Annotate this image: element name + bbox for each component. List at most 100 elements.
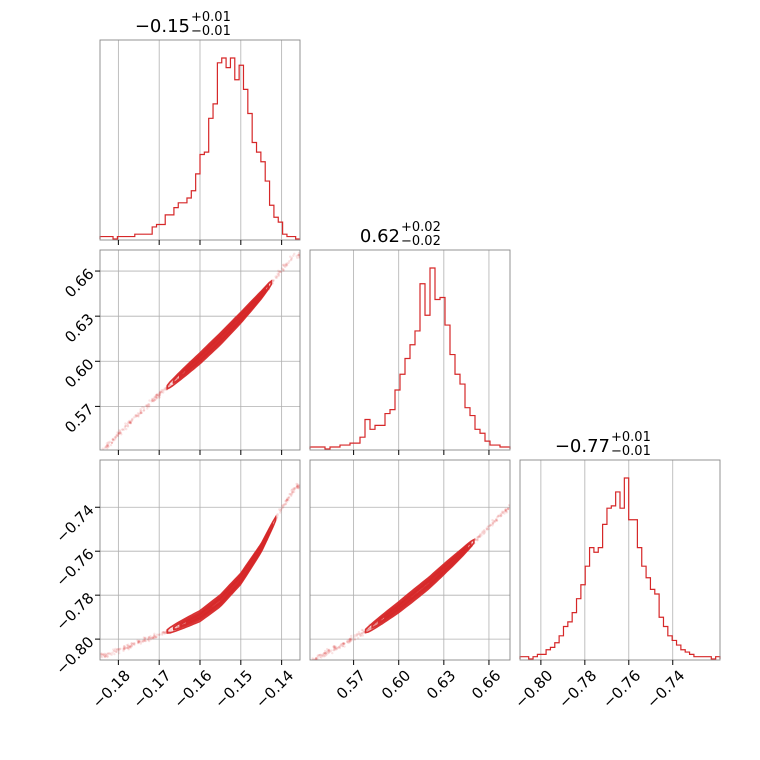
sample-point (290, 258, 293, 262)
sample-point (297, 485, 300, 489)
sample-point (296, 486, 300, 490)
sample-point (327, 651, 331, 654)
sample-point (162, 631, 165, 634)
y-tick-label: −0.80 (52, 633, 97, 678)
sample-point (149, 638, 152, 641)
sample-point (505, 511, 509, 514)
sample-point (353, 637, 356, 641)
sample-point (102, 653, 105, 656)
sample-point (141, 640, 145, 643)
sample-point (132, 642, 135, 645)
sample-point (100, 451, 102, 453)
sample-point (122, 646, 126, 649)
sample-point (102, 452, 104, 454)
sample-point (327, 648, 331, 652)
sample-point (144, 639, 147, 643)
sample-point (503, 512, 506, 515)
sample-point (278, 508, 281, 511)
sample-point (145, 404, 149, 407)
sample-point (158, 394, 162, 397)
sample-point (317, 653, 320, 657)
sample-point (137, 639, 140, 643)
pair-0-1 (100, 251, 300, 454)
sample-point (139, 408, 142, 411)
sample-point (116, 434, 119, 437)
sample-point (334, 648, 337, 651)
sample-point (489, 523, 492, 527)
sample-point (479, 533, 482, 536)
sample-point (477, 535, 481, 538)
sample-point (151, 637, 155, 640)
sample-point (130, 644, 133, 647)
sample-point (495, 518, 498, 522)
sample-point (122, 647, 125, 650)
sample-point (323, 649, 327, 653)
sample-point (476, 537, 479, 540)
sample-point (102, 654, 106, 657)
sample-point (101, 653, 104, 657)
sample-point (320, 656, 323, 659)
sample-point (497, 514, 500, 517)
sample-point (124, 646, 127, 649)
sample-point (117, 432, 120, 436)
sample-point (355, 634, 358, 638)
sample-point (122, 647, 126, 650)
sample-point (129, 421, 132, 425)
sample-point (323, 654, 327, 658)
sample-point (325, 647, 329, 651)
sample-point (281, 505, 285, 509)
sample-point (134, 414, 138, 417)
sample-point (148, 399, 151, 402)
sample-point (112, 437, 115, 441)
sample-point (129, 419, 133, 423)
sample-point (333, 645, 336, 648)
pair-1-2 (310, 503, 510, 660)
sample-point (282, 269, 285, 272)
sample-point (499, 515, 502, 518)
sample-point (158, 396, 161, 399)
sample-point (487, 525, 490, 528)
y-tick-label: 0.63 (61, 310, 97, 346)
sample-point (124, 424, 127, 428)
panel-2-0 (100, 460, 300, 660)
sample-point (316, 654, 319, 657)
sample-point (116, 431, 119, 434)
sample-point (118, 430, 122, 433)
sample-point (158, 393, 161, 397)
sample-point (130, 645, 134, 648)
sample-point (290, 256, 294, 260)
sample-point (290, 493, 293, 496)
sample-point (152, 399, 155, 403)
sample-point (104, 655, 107, 658)
sample-point (127, 421, 130, 424)
sample-point (322, 652, 326, 655)
sample-point (155, 396, 158, 399)
sample-point (285, 499, 288, 502)
contour-level-0.5 (166, 514, 277, 634)
sample-point (134, 414, 137, 417)
sample-point (293, 486, 297, 490)
sample-point (128, 645, 131, 649)
x-tick-label: −0.14 (252, 666, 297, 711)
sample-point (350, 639, 353, 642)
sample-point (125, 643, 129, 647)
sample-point (295, 486, 298, 489)
sample-point (153, 636, 156, 639)
sample-point (106, 445, 109, 449)
sample-point (153, 634, 157, 638)
sample-point (124, 646, 128, 650)
panel-frame (309, 459, 511, 661)
sample-point (129, 421, 132, 424)
sample-point (149, 636, 152, 640)
x-tick-label: 0.57 (333, 666, 369, 702)
sample-point (139, 642, 143, 645)
sample-point (137, 641, 141, 644)
sample-point (333, 646, 336, 650)
sample-point (483, 530, 487, 533)
sample-point (161, 631, 164, 634)
sample-point (276, 514, 279, 517)
sample-point (138, 639, 141, 642)
sample-point (495, 519, 499, 522)
sample-point (152, 398, 155, 401)
pair-0-2 (100, 482, 300, 659)
